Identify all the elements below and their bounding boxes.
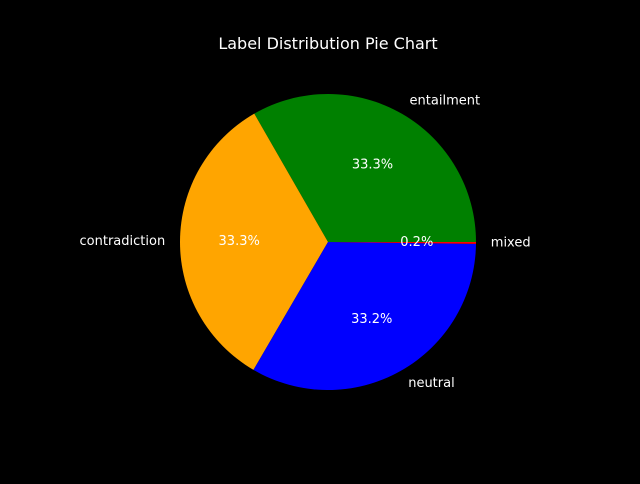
slice-label-mixed: mixed xyxy=(491,236,531,251)
pie-labels: entailment 33.3% contradiction 33.3% neutral… xyxy=(80,94,531,392)
pie-slice-neutral xyxy=(253,242,476,390)
slice-label-contradiction: contradiction xyxy=(80,234,166,249)
slice-label-neutral: neutral xyxy=(408,376,455,391)
chart-title: Label Distribution Pie Chart xyxy=(218,34,437,53)
pie-slice-entailment xyxy=(254,93,476,242)
slice-percent-entailment: 33.3% xyxy=(352,158,393,173)
slice-percent-neutral: 33.2% xyxy=(351,312,392,327)
pie-slice-mixed xyxy=(328,242,476,244)
slice-percent-mixed: 0.2% xyxy=(400,235,433,250)
slice-label-entailment: entailment xyxy=(410,94,481,109)
pie-slice-contradiction xyxy=(179,113,328,370)
pie-slices xyxy=(179,93,476,390)
slice-percent-contradiction: 33.3% xyxy=(219,234,260,249)
